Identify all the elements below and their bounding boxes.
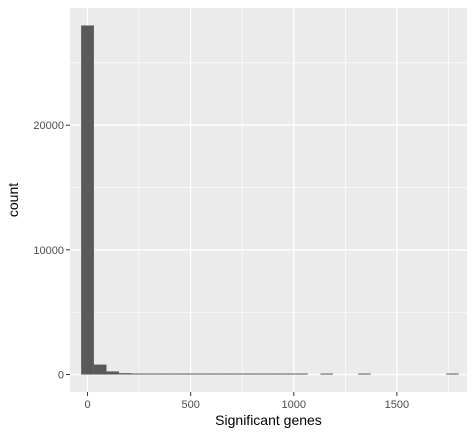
histogram-bar: [81, 25, 94, 375]
histogram-bar: [144, 373, 157, 375]
x-tick-label: 1000: [282, 399, 306, 411]
histogram-bar: [244, 373, 258, 375]
histogram-bar: [194, 373, 208, 375]
histogram-bar: [282, 373, 296, 375]
y-tick-label: 20000: [33, 120, 64, 132]
grid-minor: [70, 8, 467, 392]
histogram-bar: [207, 373, 220, 375]
y-tick-label: 0: [58, 370, 64, 382]
histogram-bar: [131, 373, 145, 375]
x-axis: 0 500 1000 1500: [84, 392, 409, 411]
y-axis: 0 10000 20000: [33, 120, 70, 382]
histogram-bar: [358, 373, 371, 375]
histogram-bar: [93, 364, 107, 375]
x-tick-label: 1500: [385, 399, 409, 411]
histogram-bar: [257, 373, 271, 375]
histogram-bar: [169, 373, 182, 375]
x-axis-title: Significant genes: [215, 412, 322, 428]
histogram-bar: [119, 373, 132, 375]
histogram-bar: [295, 373, 308, 375]
x-tick-label: 0: [84, 399, 90, 411]
histogram-bar: [219, 373, 233, 375]
histogram-bar: [156, 373, 170, 375]
y-axis-title: count: [5, 183, 21, 217]
x-tick-label: 500: [181, 399, 199, 411]
histogram-bar: [232, 373, 245, 375]
histogram-bars: [81, 25, 459, 375]
plot-panel: [70, 8, 467, 392]
histogram-bar: [446, 373, 459, 375]
histogram-bar: [320, 373, 333, 375]
y-tick-label: 10000: [33, 245, 64, 257]
histogram-bar: [106, 371, 120, 375]
histogram-bar: [181, 373, 195, 375]
histogram-bar: [270, 373, 283, 375]
